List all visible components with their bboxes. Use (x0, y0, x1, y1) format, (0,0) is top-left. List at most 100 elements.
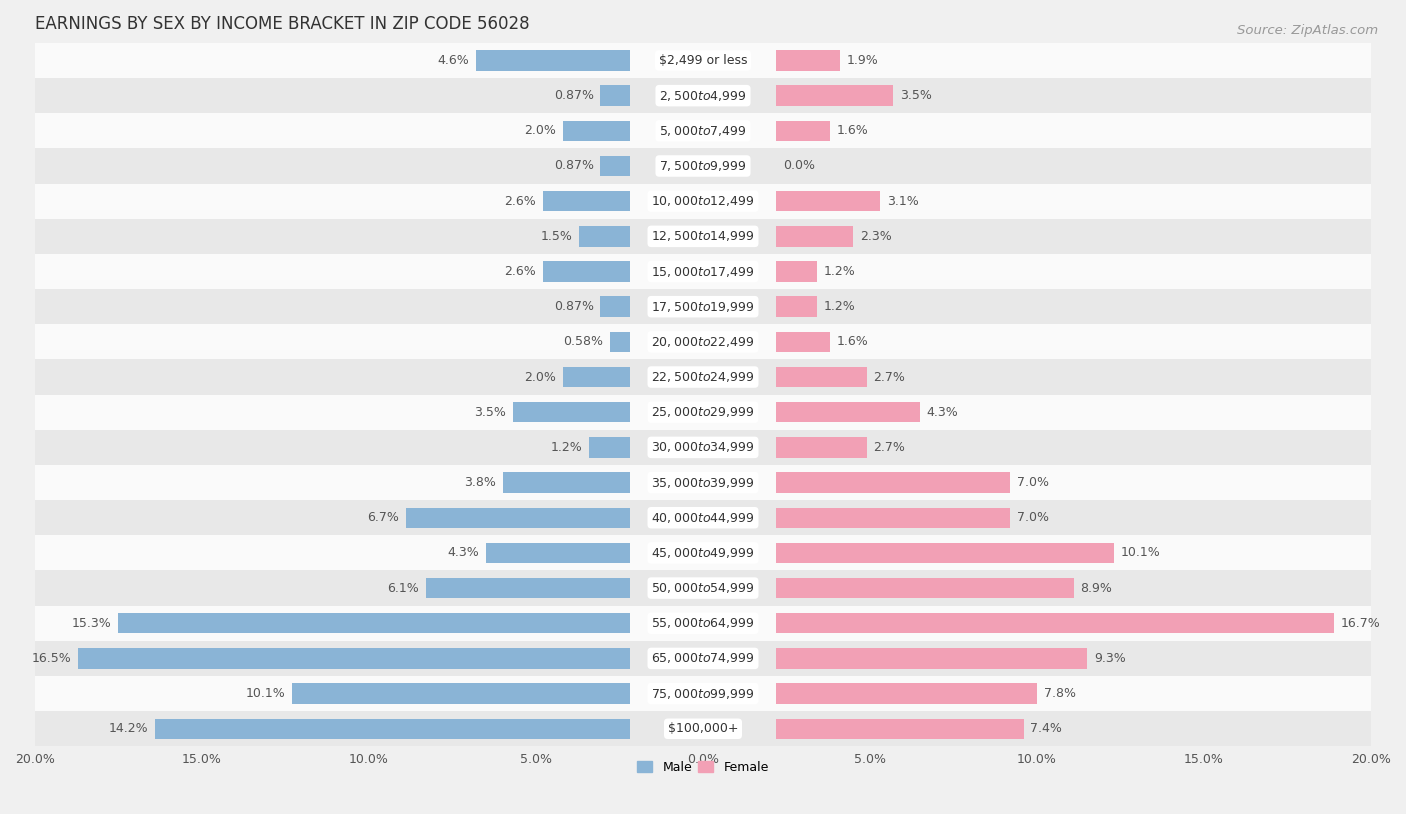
Bar (79, 648, 630, 668)
Bar (776, 261, 817, 282)
Bar (35, 430, 1371, 465)
Bar (776, 578, 1074, 598)
Text: 1.2%: 1.2% (824, 265, 855, 278)
Bar (35, 289, 1371, 324)
Text: 1.2%: 1.2% (551, 441, 582, 454)
Text: $30,000 to $34,999: $30,000 to $34,999 (651, 440, 755, 454)
Text: 4.3%: 4.3% (447, 546, 479, 559)
Bar (562, 367, 630, 387)
Text: 0.87%: 0.87% (554, 90, 593, 102)
Bar (35, 113, 1371, 148)
Text: 7.0%: 7.0% (1017, 476, 1049, 489)
Bar (776, 648, 1087, 668)
Bar (600, 296, 630, 317)
Bar (600, 85, 630, 106)
Bar (35, 571, 1371, 606)
Text: $55,000 to $64,999: $55,000 to $64,999 (651, 616, 755, 630)
Text: $2,500 to $4,999: $2,500 to $4,999 (659, 89, 747, 103)
Bar (776, 331, 830, 352)
Bar (776, 543, 1114, 563)
Bar (35, 78, 1371, 113)
Text: 3.8%: 3.8% (464, 476, 496, 489)
Text: $12,500 to $14,999: $12,500 to $14,999 (651, 230, 755, 243)
Bar (35, 360, 1371, 395)
Text: $5,000 to $7,499: $5,000 to $7,499 (659, 124, 747, 138)
Text: 1.2%: 1.2% (824, 300, 855, 313)
Text: 2.7%: 2.7% (873, 370, 905, 383)
Text: $10,000 to $12,499: $10,000 to $12,499 (651, 195, 755, 208)
Text: 3.1%: 3.1% (887, 195, 918, 208)
Bar (776, 437, 866, 457)
Text: 7.0%: 7.0% (1017, 511, 1049, 524)
Text: 6.1%: 6.1% (387, 581, 419, 594)
Text: $35,000 to $39,999: $35,000 to $39,999 (651, 475, 755, 489)
Text: $40,000 to $44,999: $40,000 to $44,999 (651, 510, 755, 525)
Text: $20,000 to $22,499: $20,000 to $22,499 (651, 335, 755, 349)
Text: $65,000 to $74,999: $65,000 to $74,999 (651, 651, 755, 665)
Bar (776, 226, 853, 247)
Bar (35, 676, 1371, 711)
Text: 10.1%: 10.1% (1121, 546, 1160, 559)
Bar (35, 711, 1371, 746)
Text: EARNINGS BY SEX BY INCOME BRACKET IN ZIP CODE 56028: EARNINGS BY SEX BY INCOME BRACKET IN ZIP… (35, 15, 530, 33)
Bar (776, 613, 1334, 633)
Text: 16.7%: 16.7% (1341, 617, 1381, 630)
Bar (35, 184, 1371, 219)
Text: 2.0%: 2.0% (524, 370, 555, 383)
Text: $75,000 to $99,999: $75,000 to $99,999 (651, 686, 755, 701)
Text: 7.4%: 7.4% (1031, 722, 1062, 735)
Text: 9.3%: 9.3% (1094, 652, 1126, 665)
Bar (600, 155, 630, 176)
Text: 4.6%: 4.6% (437, 54, 470, 67)
Text: Source: ZipAtlas.com: Source: ZipAtlas.com (1237, 24, 1378, 37)
Bar (776, 402, 920, 422)
Text: $7,500 to $9,999: $7,500 to $9,999 (659, 159, 747, 173)
Bar (776, 508, 1011, 528)
Text: $50,000 to $54,999: $50,000 to $54,999 (651, 581, 755, 595)
Bar (776, 120, 830, 141)
Text: 4.3%: 4.3% (927, 405, 959, 418)
Bar (776, 85, 893, 106)
Bar (35, 148, 1371, 184)
Text: 2.3%: 2.3% (860, 230, 891, 243)
Text: $15,000 to $17,499: $15,000 to $17,499 (651, 265, 755, 278)
Text: 10.1%: 10.1% (246, 687, 285, 700)
Bar (776, 367, 866, 387)
Bar (475, 50, 630, 71)
Text: 0.58%: 0.58% (564, 335, 603, 348)
Text: $100,000+: $100,000+ (668, 722, 738, 735)
Bar (776, 472, 1011, 492)
Text: 8.9%: 8.9% (1080, 581, 1112, 594)
Bar (513, 402, 630, 422)
Bar (776, 296, 817, 317)
Text: $17,500 to $19,999: $17,500 to $19,999 (651, 300, 755, 313)
Text: $2,499 or less: $2,499 or less (659, 54, 747, 67)
Bar (35, 324, 1371, 360)
Text: 0.87%: 0.87% (554, 160, 593, 173)
Bar (35, 219, 1371, 254)
Bar (35, 395, 1371, 430)
Bar (486, 543, 630, 563)
Bar (776, 191, 880, 212)
Text: 1.9%: 1.9% (846, 54, 879, 67)
Bar (776, 684, 1038, 704)
Text: 2.6%: 2.6% (505, 265, 536, 278)
Bar (610, 331, 630, 352)
Bar (543, 191, 630, 212)
Bar (543, 261, 630, 282)
Text: 0.87%: 0.87% (554, 300, 593, 313)
Text: 2.6%: 2.6% (505, 195, 536, 208)
Bar (426, 578, 630, 598)
Bar (579, 226, 630, 247)
Text: 1.6%: 1.6% (837, 335, 869, 348)
Text: 7.8%: 7.8% (1043, 687, 1076, 700)
Bar (35, 606, 1371, 641)
Text: 15.3%: 15.3% (72, 617, 111, 630)
Bar (292, 684, 630, 704)
Text: 1.6%: 1.6% (837, 125, 869, 138)
Text: 3.5%: 3.5% (474, 405, 506, 418)
Bar (155, 719, 630, 739)
Bar (35, 465, 1371, 500)
Bar (35, 43, 1371, 78)
Bar (35, 641, 1371, 676)
